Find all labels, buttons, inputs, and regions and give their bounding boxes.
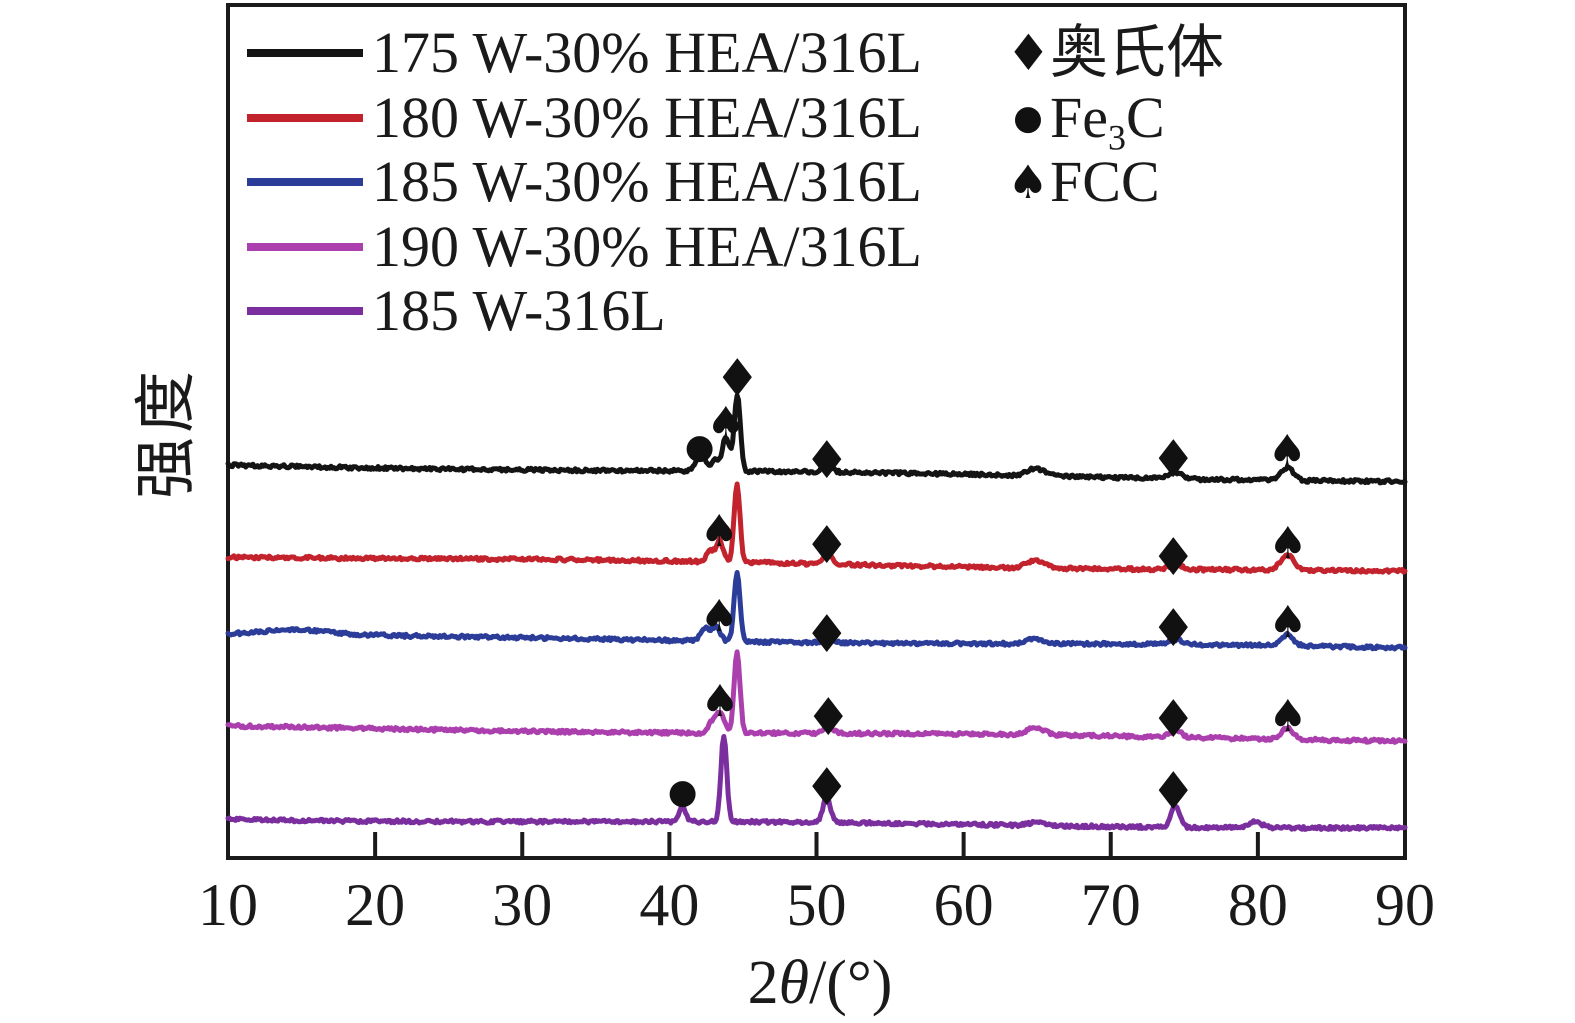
x-axis-title-post: /(°) [809, 949, 893, 1017]
xrd-trace-4 [225, 734, 1408, 832]
x-tick-label: 50 [787, 872, 847, 938]
spade-marker: ♠ [700, 506, 739, 557]
phase-legend: ♦ 奥氏体 ● Fe3C ♠ FCC [1006, 21, 1224, 215]
xrd-trace-0 [225, 393, 1408, 486]
x-axis-title: 2θ/(°) [660, 946, 980, 1021]
legend-label: 185 W-30% HEA/316L [372, 149, 922, 215]
spade-marker: ♠ [706, 398, 745, 449]
x-tick-label: 70 [1081, 872, 1141, 938]
xrd-trace-3 [225, 649, 1408, 745]
phase-legend-item: ● Fe3C [1006, 86, 1224, 155]
circle-marker: ● [668, 772, 698, 812]
phase-label-fe3c: Fe3C [1050, 88, 1165, 155]
legend-label: 185 W-316L [372, 278, 666, 344]
legend-item: 185 W-30% HEA/316L [247, 150, 922, 215]
diamond-marker: ♦ [1150, 599, 1197, 659]
x-tick-label: 40 [639, 872, 699, 938]
diamond-marker: ♦ [1150, 430, 1197, 490]
fe3c-post: C [1125, 84, 1165, 150]
spade-marker: ♠ [1268, 426, 1307, 477]
legend-label: 180 W-30% HEA/316L [372, 84, 922, 150]
x-axis-title-theta: θ [778, 949, 810, 1017]
diamond-marker: ♦ [805, 688, 852, 748]
diamond-marker: ♦ [803, 605, 850, 665]
series-legend: 175 W-30% HEA/316L 180 W-30% HEA/316L 18… [247, 21, 922, 344]
legend-line-swatch [247, 49, 363, 58]
spade-marker: ♠ [1268, 691, 1307, 742]
spade-marker: ♠ [1268, 518, 1307, 569]
x-tick-label: 80 [1228, 872, 1288, 938]
diamond-marker: ♦ [1150, 690, 1197, 750]
legend-line-swatch [247, 307, 363, 316]
diamond-marker: ♦ [803, 431, 850, 491]
fe3c-sub: 3 [1108, 117, 1126, 158]
phase-label-fcc: FCC [1050, 149, 1160, 215]
legend-line-swatch [247, 178, 363, 187]
circle-icon: ● [1013, 97, 1043, 138]
spade-marker: ♠ [1268, 597, 1307, 648]
phase-legend-item: ♦ 奥氏体 [1006, 21, 1224, 86]
phase-legend-item: ♠ FCC [1006, 150, 1224, 215]
spade-icon: ♠ [1007, 155, 1049, 210]
y-axis-label: 强度 [133, 367, 201, 500]
xrd-trace-1 [225, 481, 1408, 575]
legend-item: 185 W-316L [247, 279, 922, 344]
legend-item: 180 W-30% HEA/316L [247, 86, 922, 151]
diamond-marker: ♦ [714, 349, 761, 409]
legend-label: 190 W-30% HEA/316L [372, 213, 922, 279]
diamond-marker: ♦ [803, 758, 850, 818]
legend-item: 175 W-30% HEA/316L [247, 21, 922, 86]
diamond-marker: ♦ [1150, 762, 1197, 822]
plot-frame [226, 3, 1407, 860]
x-tick-label: 90 [1375, 872, 1435, 938]
legend-label: 175 W-30% HEA/316L [372, 20, 922, 86]
diamond-icon: ♦ [1006, 24, 1051, 83]
legend-line-swatch [247, 113, 363, 122]
xrd-trace-2 [225, 570, 1408, 652]
phase-label-austenite: 奥氏体 [1050, 20, 1225, 86]
x-tick-label: 20 [345, 872, 405, 938]
legend-item: 190 W-30% HEA/316L [247, 215, 922, 280]
diamond-marker: ♦ [803, 516, 850, 576]
diamond-marker: ♦ [1150, 528, 1197, 588]
x-tick-label: 30 [492, 872, 552, 938]
fe3c-pre: Fe [1050, 84, 1108, 150]
x-tick-label: 60 [934, 872, 994, 938]
spade-marker: ♠ [700, 676, 739, 727]
x-axis-title-pre: 2 [747, 949, 779, 1017]
legend-line-swatch [247, 242, 363, 251]
circle-marker: ● [685, 427, 715, 467]
x-tick-label: 10 [198, 872, 258, 938]
spade-marker: ♠ [700, 591, 739, 642]
